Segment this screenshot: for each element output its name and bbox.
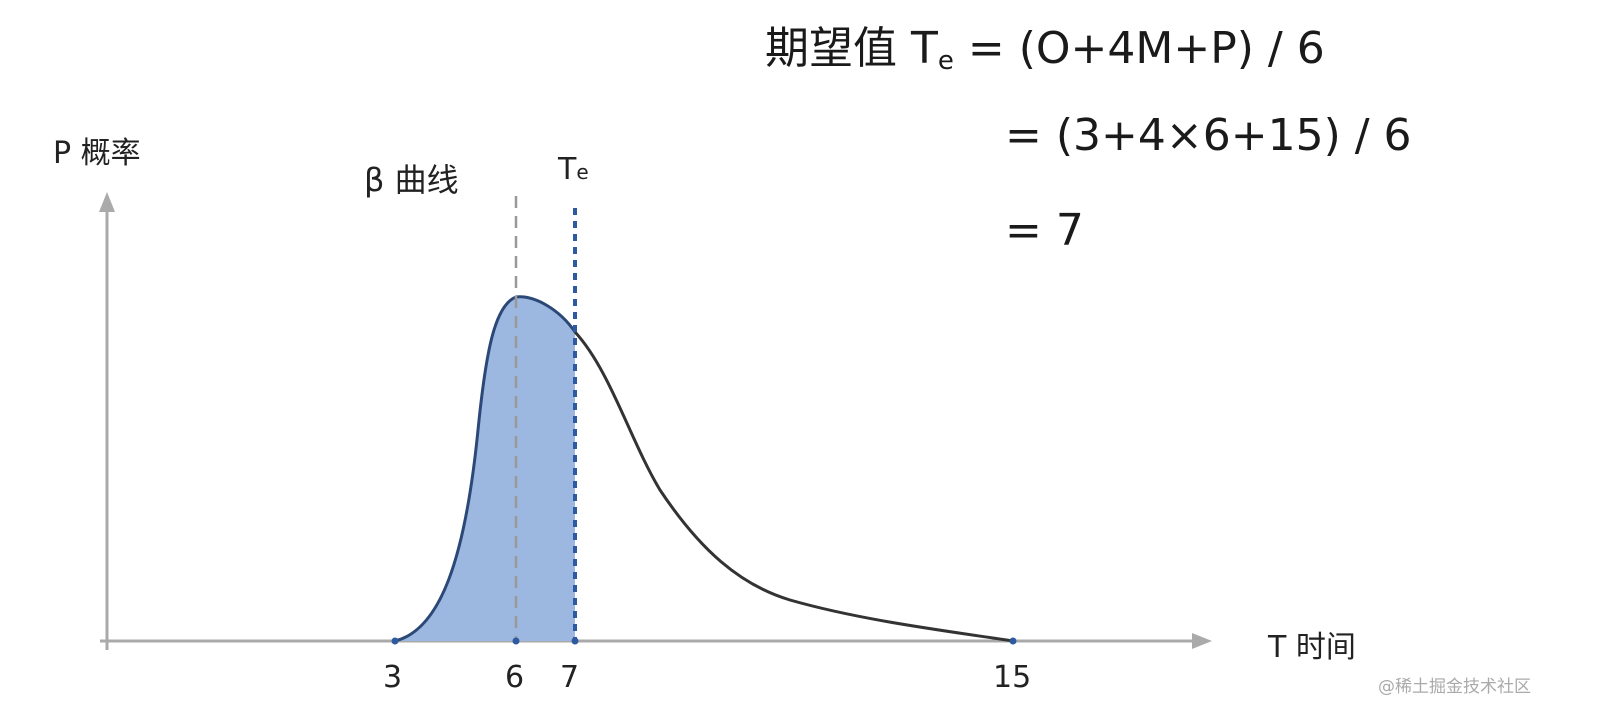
y-axis-label: P 概率 (53, 136, 141, 171)
formula-rest: = (O+4M+P) / 6 (953, 23, 1325, 74)
formula-line-3: = 7 (1005, 205, 1084, 256)
shaded-area (395, 296, 575, 641)
marker-dot-most_likely (512, 637, 520, 645)
marker-dot-optimistic (391, 637, 399, 645)
formula-sub: e (937, 46, 954, 76)
formula-line-1: 期望值 Te = (O+4M+P) / 6 (765, 12, 1325, 76)
beta-curve-left (394, 295, 577, 643)
tick-7: 7 (560, 660, 580, 695)
y-axis-arrow (99, 192, 115, 212)
te-label: Te (558, 152, 589, 187)
tick-15: 15 (993, 660, 1032, 695)
curve-label: β 曲线 (364, 161, 459, 199)
formula-line-2: = (3+4×6+15) / 6 (1005, 110, 1412, 161)
te-label-main: T (558, 152, 577, 187)
formula-prefix: 期望值 T (765, 23, 938, 74)
watermark: @稀土掘金技术社区 (1378, 677, 1531, 697)
beta-curve-right (573, 330, 1014, 643)
x-axis-arrow (1192, 633, 1212, 649)
marker-dot-pessimistic (1009, 637, 1017, 645)
marker-dot-expected (571, 637, 579, 645)
tick-6: 6 (505, 660, 525, 695)
te-label-sub: e (576, 160, 589, 184)
x-axis-label: T 时间 (1268, 630, 1356, 665)
tick-3: 3 (383, 660, 403, 695)
